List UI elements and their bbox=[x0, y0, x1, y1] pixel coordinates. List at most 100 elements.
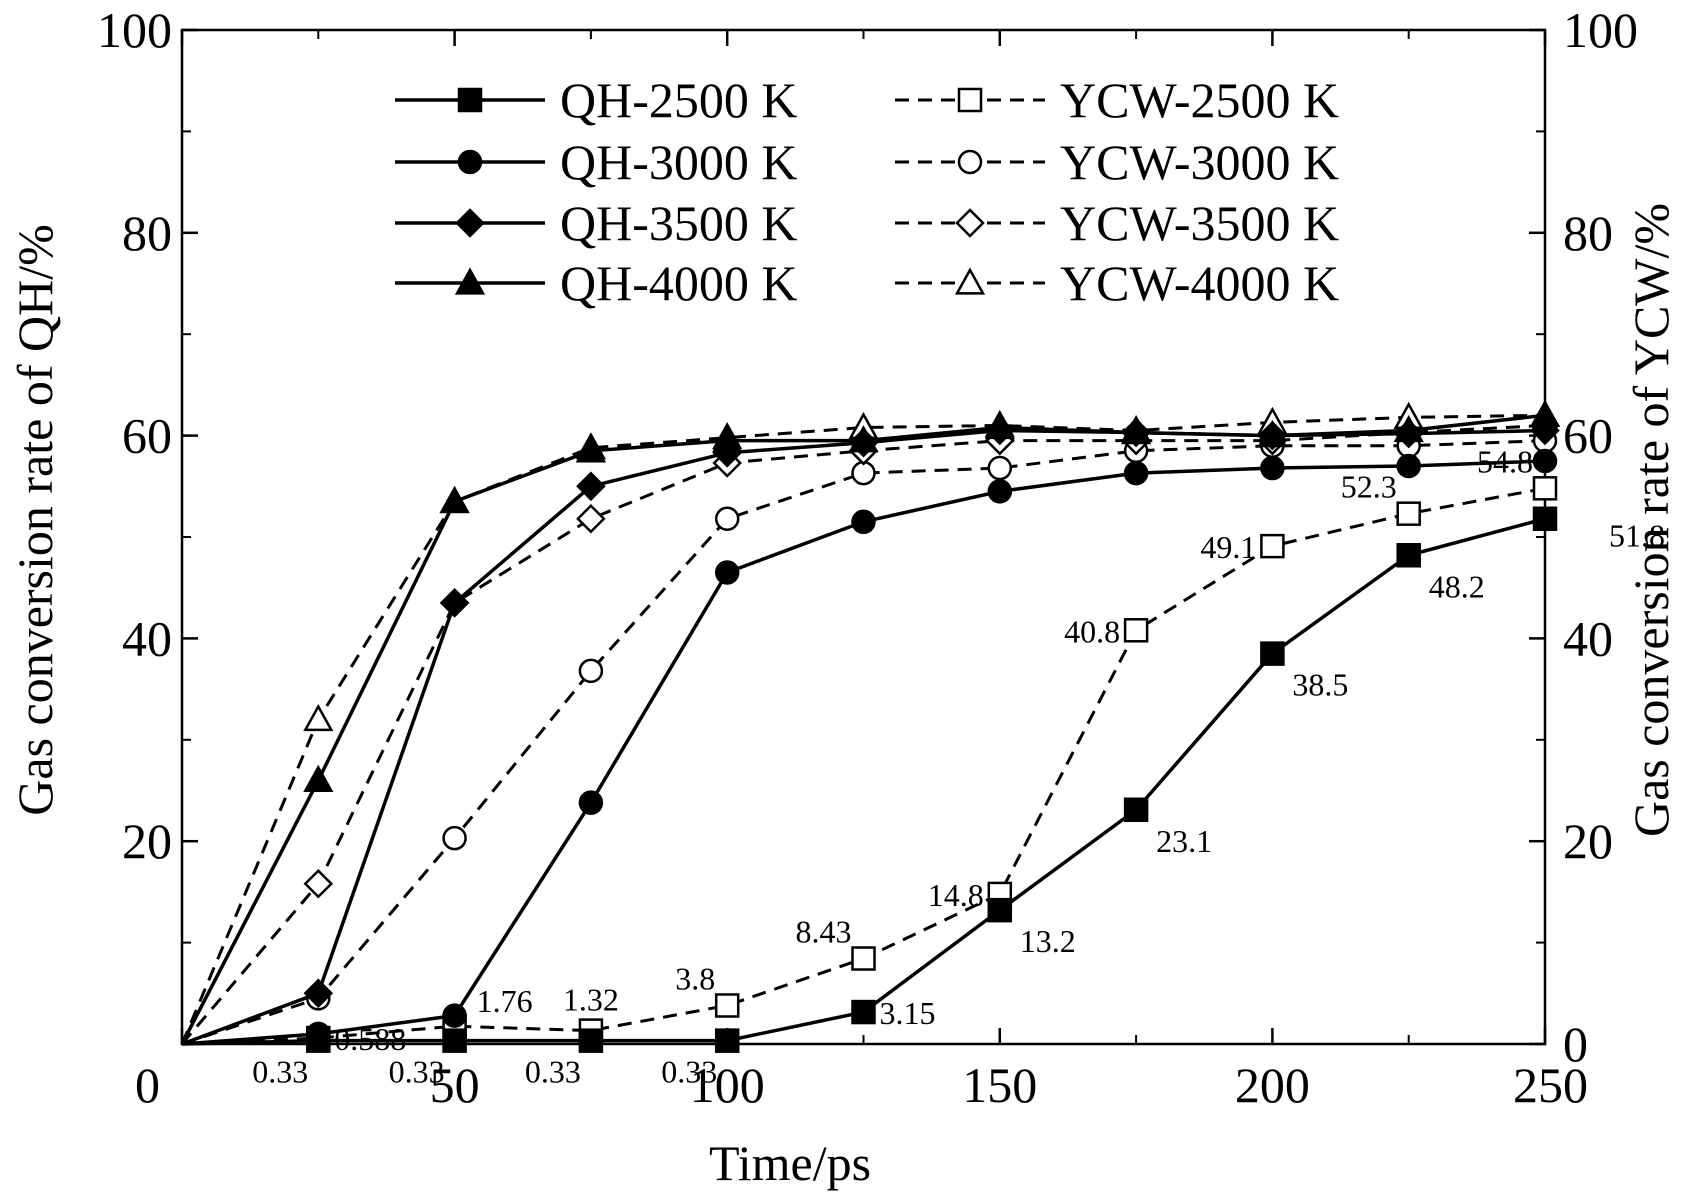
series-line bbox=[180, 413, 1546, 1045]
data-point bbox=[575, 435, 607, 463]
legend-entry: YCW-2500 K bbox=[895, 72, 1339, 128]
data-label: 48.2 bbox=[1429, 568, 1485, 604]
data-point bbox=[987, 455, 1013, 481]
legend-entry: YCW-4000 K bbox=[895, 255, 1339, 311]
legend-entry: QH-4000 K bbox=[395, 255, 797, 311]
data-point bbox=[987, 897, 1013, 923]
legend-label: YCW-4000 K bbox=[1060, 255, 1339, 311]
y-tick-label: 60 bbox=[122, 408, 172, 464]
plot-border bbox=[180, 28, 1547, 1046]
data-point bbox=[303, 869, 334, 899]
data-point bbox=[1260, 455, 1285, 481]
data-point bbox=[578, 1028, 604, 1053]
legend-marker bbox=[457, 87, 483, 113]
y2-tick-label: 20 bbox=[1563, 813, 1613, 869]
data-label: 14.8 bbox=[928, 877, 984, 913]
data-point bbox=[848, 425, 879, 453]
legend-label: QH-4000 K bbox=[560, 255, 797, 311]
data-point bbox=[576, 471, 606, 502]
data-point bbox=[851, 509, 876, 535]
legend-label: QH-2500 K bbox=[560, 72, 797, 128]
legend-marker bbox=[454, 267, 486, 295]
y-tick-label: 80 bbox=[122, 205, 172, 261]
data-point bbox=[1396, 453, 1421, 479]
data-point bbox=[1120, 416, 1152, 445]
data-label: 3.15 bbox=[880, 995, 936, 1031]
data-label: 13.2 bbox=[1020, 923, 1076, 959]
right-y-axis: 0 20 40 60 80 100 bbox=[1529, 2, 1638, 1072]
legend-marker bbox=[457, 149, 483, 175]
legend-entry: YCW-3500 K bbox=[895, 195, 1339, 251]
y2-tick-label: 100 bbox=[1563, 2, 1638, 58]
legend-marker bbox=[954, 267, 986, 295]
data-point bbox=[1529, 399, 1561, 427]
data-point bbox=[1393, 414, 1424, 443]
data-label: 0.588 bbox=[334, 1021, 406, 1057]
data-point bbox=[1396, 501, 1421, 526]
data-point bbox=[442, 825, 467, 851]
data-point bbox=[439, 485, 470, 514]
legend-label: YCW-2500 K bbox=[1060, 72, 1339, 128]
legend-entry: QH-3000 K bbox=[395, 134, 797, 190]
data-point bbox=[306, 1021, 331, 1047]
data-label: 3.8 bbox=[675, 960, 715, 996]
x-tick-label: 250 bbox=[1513, 1057, 1588, 1113]
data-point bbox=[303, 978, 334, 1009]
legend-entry: QH-2500 K bbox=[395, 72, 797, 128]
data-label: 38.5 bbox=[1292, 667, 1348, 703]
series-qh-3000-k bbox=[181, 448, 1558, 1047]
y2-tick-label: 60 bbox=[1563, 408, 1613, 464]
data-point bbox=[1123, 460, 1149, 486]
legend-marker bbox=[455, 208, 485, 238]
data-point bbox=[712, 425, 743, 453]
data-label: 1.32 bbox=[563, 982, 619, 1018]
data-label: 54.8 bbox=[1477, 443, 1533, 479]
data-point bbox=[1260, 533, 1285, 559]
data-point bbox=[442, 1003, 467, 1028]
data-point bbox=[851, 999, 876, 1025]
legend-label: YCW-3500 K bbox=[1060, 195, 1339, 251]
data-label: 1.76 bbox=[477, 983, 533, 1019]
y-tick-label: 40 bbox=[122, 610, 172, 666]
data-label: 49.1 bbox=[1200, 529, 1256, 565]
legend-label: QH-3500 K bbox=[560, 195, 797, 251]
data-label: 51.8 bbox=[1609, 518, 1665, 554]
legend-entry: QH-3500 K bbox=[395, 195, 797, 251]
legend: QH-2500 K QH-3000 KQH-3500 KQH-4000 K YCW-… bbox=[395, 72, 1339, 311]
data-label: 0.33 bbox=[525, 1054, 581, 1090]
series-layer bbox=[180, 399, 1561, 1053]
data-point bbox=[714, 993, 740, 1018]
legend-label: QH-3000 K bbox=[560, 134, 797, 190]
data-point bbox=[439, 588, 470, 618]
data-label: 8.43 bbox=[796, 914, 852, 950]
x-tick-label: 100 bbox=[690, 1057, 765, 1113]
legend-marker bbox=[957, 149, 983, 175]
data-point bbox=[714, 1028, 740, 1053]
data-label: 0.33 bbox=[661, 1054, 717, 1090]
data-label: 40.8 bbox=[1064, 613, 1120, 649]
data-point bbox=[578, 658, 604, 684]
x-axis: 0 50 100 150 200 250 bbox=[135, 30, 1588, 1113]
data-point bbox=[576, 503, 606, 534]
data-point bbox=[1532, 476, 1558, 501]
data-point bbox=[1532, 506, 1558, 531]
x-axis-title: Time/ps bbox=[709, 1135, 871, 1191]
x-tick-label: 200 bbox=[1235, 1057, 1310, 1113]
data-point bbox=[1123, 797, 1149, 823]
data-point bbox=[1257, 420, 1288, 448]
data-point bbox=[1260, 641, 1285, 666]
data-point bbox=[851, 946, 876, 971]
legend-label: YCW-3000 K bbox=[1060, 134, 1339, 190]
legend-marker bbox=[957, 87, 983, 113]
y2-tick-label: 80 bbox=[1563, 205, 1613, 261]
y-tick-label: 100 bbox=[97, 2, 172, 58]
data-point bbox=[1123, 618, 1149, 643]
series-qh-4000-k bbox=[180, 399, 1561, 1045]
y2-tick-label: 40 bbox=[1563, 610, 1613, 666]
y-tick-label: 20 bbox=[122, 813, 172, 869]
data-label: 52.3 bbox=[1341, 469, 1397, 505]
data-label: 0.33 bbox=[252, 1054, 308, 1090]
legend-marker bbox=[955, 208, 985, 238]
data-label: 0.33 bbox=[389, 1054, 445, 1090]
